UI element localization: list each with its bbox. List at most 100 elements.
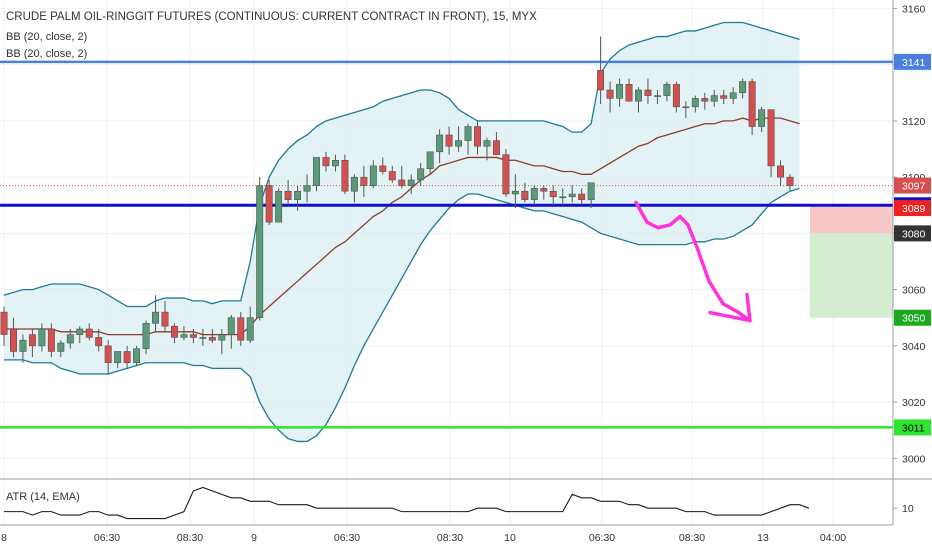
x-tick-label: 08:30 xyxy=(437,532,463,544)
candle-body xyxy=(322,157,330,167)
candle-body xyxy=(208,337,216,341)
candle-body xyxy=(341,160,349,192)
y-tick-label: 3000 xyxy=(902,453,926,465)
price-labels: 3141309730903089308030503011 xyxy=(894,53,931,436)
price-label-3097: 3097 xyxy=(894,177,931,194)
candle-body xyxy=(578,193,586,200)
horizontal-lines xyxy=(0,60,893,429)
x-tick-label: 04:00 xyxy=(820,532,846,544)
candle-body xyxy=(123,351,131,363)
candle-body xyxy=(521,190,529,200)
band-upper-line xyxy=(3,21,800,308)
candles xyxy=(0,36,794,374)
indicator-label-bb-1[interactable]: BB (20, close, 2) xyxy=(6,31,88,43)
candle-body xyxy=(644,89,652,96)
target-zone xyxy=(810,233,893,318)
candle-body xyxy=(218,334,226,341)
candle-body xyxy=(95,337,103,347)
candle-body xyxy=(710,95,718,102)
atr-pane: 10 xyxy=(0,478,932,520)
arrow-head xyxy=(708,292,752,323)
candle-body xyxy=(549,190,557,198)
candle-body xyxy=(379,165,387,172)
price-label-3089: 3089 xyxy=(894,200,931,217)
x-tick-label: 08:30 xyxy=(177,532,203,544)
price-label-3050: 3050 xyxy=(894,309,931,326)
price-label-bg xyxy=(894,177,931,194)
y-tick-label: 3060 xyxy=(902,285,926,297)
candle-body xyxy=(28,334,36,347)
candle-body xyxy=(161,311,169,327)
candle-body xyxy=(758,109,766,127)
y-tick-label: 3040 xyxy=(902,341,926,353)
candle-body xyxy=(511,190,519,195)
candle-body xyxy=(114,351,122,363)
candle-body xyxy=(729,92,737,99)
candle-body xyxy=(133,348,141,363)
x-tick-label: 10 xyxy=(504,532,516,544)
axis-bg xyxy=(893,0,932,550)
price-label-text: 3097 xyxy=(902,181,926,193)
atr-tick-label: 10 xyxy=(902,503,914,515)
candle-body xyxy=(445,134,453,147)
stop-zone xyxy=(810,205,893,234)
x-tick-label: 08:30 xyxy=(679,532,705,544)
candle-body xyxy=(313,157,320,186)
candle-body xyxy=(142,323,150,349)
position-zones xyxy=(810,205,893,318)
candle-body xyxy=(47,328,55,352)
candle-body xyxy=(171,325,178,338)
candle-body xyxy=(786,176,794,186)
bollinger-band xyxy=(3,21,800,443)
atr-label[interactable]: ATR (14, EMA) xyxy=(6,491,80,503)
arrow-stroke xyxy=(634,200,752,323)
candle-body xyxy=(739,81,747,94)
y-tick-label: 3120 xyxy=(902,116,926,128)
candle-body xyxy=(474,126,481,147)
candle-body xyxy=(19,339,27,352)
price-label-text: 3141 xyxy=(902,57,926,69)
candle-body xyxy=(568,193,576,198)
x-tick-label: 13 xyxy=(757,532,769,544)
candle-body xyxy=(625,84,633,102)
candle-body xyxy=(237,317,245,341)
candle-body xyxy=(720,95,728,99)
candle-body xyxy=(246,317,254,341)
candle-body xyxy=(777,165,784,178)
candle-body xyxy=(10,328,17,352)
projection-arrow xyxy=(634,200,752,323)
candle-body xyxy=(492,140,500,155)
price-label-bg xyxy=(894,53,931,70)
price-label-3080: 3080 xyxy=(894,225,931,242)
candle-body xyxy=(104,345,112,363)
band-basis-line xyxy=(4,117,800,336)
price-label-3141: 3141 xyxy=(894,53,931,70)
price-label-text: 3011 xyxy=(902,422,925,434)
candle-body xyxy=(256,185,264,318)
candle-body xyxy=(672,84,680,108)
candle-body xyxy=(38,328,46,347)
x-tick-label: 9 xyxy=(251,532,257,544)
indicator-label-bb-2[interactable]: BB (20, close, 2) xyxy=(6,48,88,60)
candle-body xyxy=(85,328,93,338)
candle-body xyxy=(616,84,623,99)
candle-body xyxy=(455,140,463,147)
candle-body xyxy=(369,165,377,186)
candle-body xyxy=(635,89,642,102)
price-label-bg xyxy=(894,200,931,217)
candle-body xyxy=(663,84,671,96)
candle-body xyxy=(417,168,425,181)
candle-body xyxy=(332,160,339,167)
candle-body xyxy=(66,334,74,344)
candle-body xyxy=(180,334,188,338)
price-label-text: 3050 xyxy=(902,313,926,325)
price-label-text: 3080 xyxy=(902,228,926,240)
price-label-bg xyxy=(894,419,931,436)
x-tick-label: 06:30 xyxy=(94,532,120,544)
x-tick-label: 06:30 xyxy=(589,532,615,544)
y-tick-label: 3160 xyxy=(902,3,926,15)
candle-body xyxy=(199,337,207,339)
candle-body xyxy=(350,176,358,192)
candle-body xyxy=(303,185,311,192)
